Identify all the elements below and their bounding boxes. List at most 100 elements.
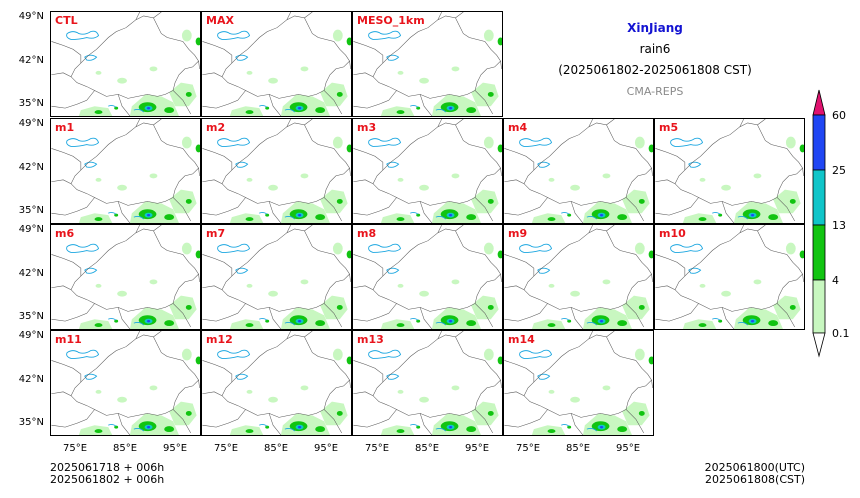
lakes — [519, 243, 597, 326]
map-graphic — [202, 119, 351, 223]
map-panel-m6: m6 — [50, 224, 201, 330]
map-panel-m3: m3 — [352, 118, 503, 224]
precip-light — [380, 242, 499, 329]
map-panel-m14: m14 — [503, 330, 654, 436]
member-label: m10 — [659, 227, 686, 240]
map-graphic — [202, 331, 351, 435]
lat-tick-label: 49°N — [18, 330, 44, 341]
precip-light — [531, 348, 650, 435]
lakes — [670, 137, 748, 220]
precip-veryheavy — [297, 213, 302, 217]
borders — [51, 12, 200, 116]
member-label: MESO_1km — [357, 14, 425, 27]
colorbar-arrow-min — [812, 332, 826, 358]
precip-light — [78, 136, 197, 223]
map-panel-m1: m1 — [50, 118, 201, 224]
lakes — [368, 349, 446, 432]
map-graphic — [202, 12, 351, 116]
member-label: m5 — [659, 121, 679, 134]
lat-tick-label: 49°N — [18, 224, 44, 235]
colorbar-bin-25-60 — [812, 114, 826, 171]
map-graphic — [353, 331, 502, 435]
precip-moderate — [94, 37, 200, 115]
precip-moderate — [698, 250, 804, 328]
precip-light — [229, 242, 348, 329]
lakes — [66, 349, 144, 432]
colorbar-label-4: 4 — [832, 274, 839, 287]
member-label: m9 — [508, 227, 528, 240]
lakes — [670, 243, 748, 326]
lat-tick-label: 42°N — [18, 374, 44, 385]
map-panel-m4: m4 — [503, 118, 654, 224]
borders — [353, 119, 502, 223]
lat-tick-label: 35°N — [18, 311, 44, 322]
precip-moderate — [94, 356, 200, 434]
borders — [655, 119, 804, 223]
map-graphic — [504, 225, 653, 329]
map-panel-m9: m9 — [503, 224, 654, 330]
lon-tick-label: 95°E — [162, 443, 188, 454]
map-panel-m2: m2 — [201, 118, 352, 224]
lat-tick-label: 35°N — [18, 417, 44, 428]
map-panel-m10: m10 — [654, 224, 805, 330]
member-label: m1 — [55, 121, 75, 134]
map-panel-m12: m12 — [201, 330, 352, 436]
precip-moderate — [94, 144, 200, 222]
period-title: (2025061802-2025061808 CST) — [558, 63, 752, 77]
precip-veryheavy — [448, 425, 453, 429]
lakes — [368, 30, 446, 113]
precip-veryheavy — [599, 213, 604, 217]
precip-veryheavy — [297, 106, 302, 110]
precip-light — [682, 136, 801, 223]
borders — [202, 12, 351, 116]
precip-veryheavy — [146, 319, 151, 323]
lon-tick-label: 95°E — [615, 443, 641, 454]
lat-tick-label: 42°N — [18, 268, 44, 279]
precip-veryheavy — [448, 106, 453, 110]
colorbar-bin-0.1-4 — [812, 279, 826, 334]
precip-veryheavy — [599, 319, 604, 323]
precip-light — [229, 136, 348, 223]
map-graphic — [353, 119, 502, 223]
variable-title: rain6 — [639, 42, 671, 56]
region-title: XinJiang — [627, 21, 683, 35]
precip-veryheavy — [599, 425, 604, 429]
precip-light — [78, 242, 197, 329]
borders — [51, 119, 200, 223]
precip-veryheavy — [750, 319, 755, 323]
colorbar-bin-13-25 — [812, 169, 826, 226]
member-label: m7 — [206, 227, 226, 240]
member-label: m2 — [206, 121, 226, 134]
map-graphic — [504, 331, 653, 435]
map-graphic — [51, 225, 200, 329]
borders — [353, 12, 502, 116]
lakes — [66, 243, 144, 326]
map-panel-ctl: CTL — [50, 11, 201, 117]
lakes — [368, 243, 446, 326]
member-label: m6 — [55, 227, 75, 240]
map-panel-max: MAX — [201, 11, 352, 117]
lat-tick-label: 42°N — [18, 55, 44, 66]
borders — [51, 225, 200, 329]
precip-veryheavy — [750, 213, 755, 217]
precip-light — [229, 348, 348, 435]
colorbar-label-60: 60 — [832, 109, 846, 122]
precip-veryheavy — [146, 106, 151, 110]
lat-tick-label: 35°N — [18, 205, 44, 216]
precip-veryheavy — [297, 319, 302, 323]
lon-tick-label: 95°E — [313, 443, 339, 454]
precip-moderate — [245, 356, 351, 434]
precip-veryheavy — [146, 213, 151, 217]
precip-light — [78, 348, 197, 435]
lon-tick-label: 75°E — [62, 443, 88, 454]
precip-moderate — [245, 144, 351, 222]
lat-tick-label: 49°N — [18, 11, 44, 22]
member-label: m13 — [357, 333, 384, 346]
precip-veryheavy — [146, 425, 151, 429]
precip-light — [229, 29, 348, 116]
precip-moderate — [396, 250, 502, 328]
lat-tick-label: 42°N — [18, 162, 44, 173]
precip-veryheavy — [448, 319, 453, 323]
lakes — [519, 137, 597, 220]
map-graphic — [202, 225, 351, 329]
